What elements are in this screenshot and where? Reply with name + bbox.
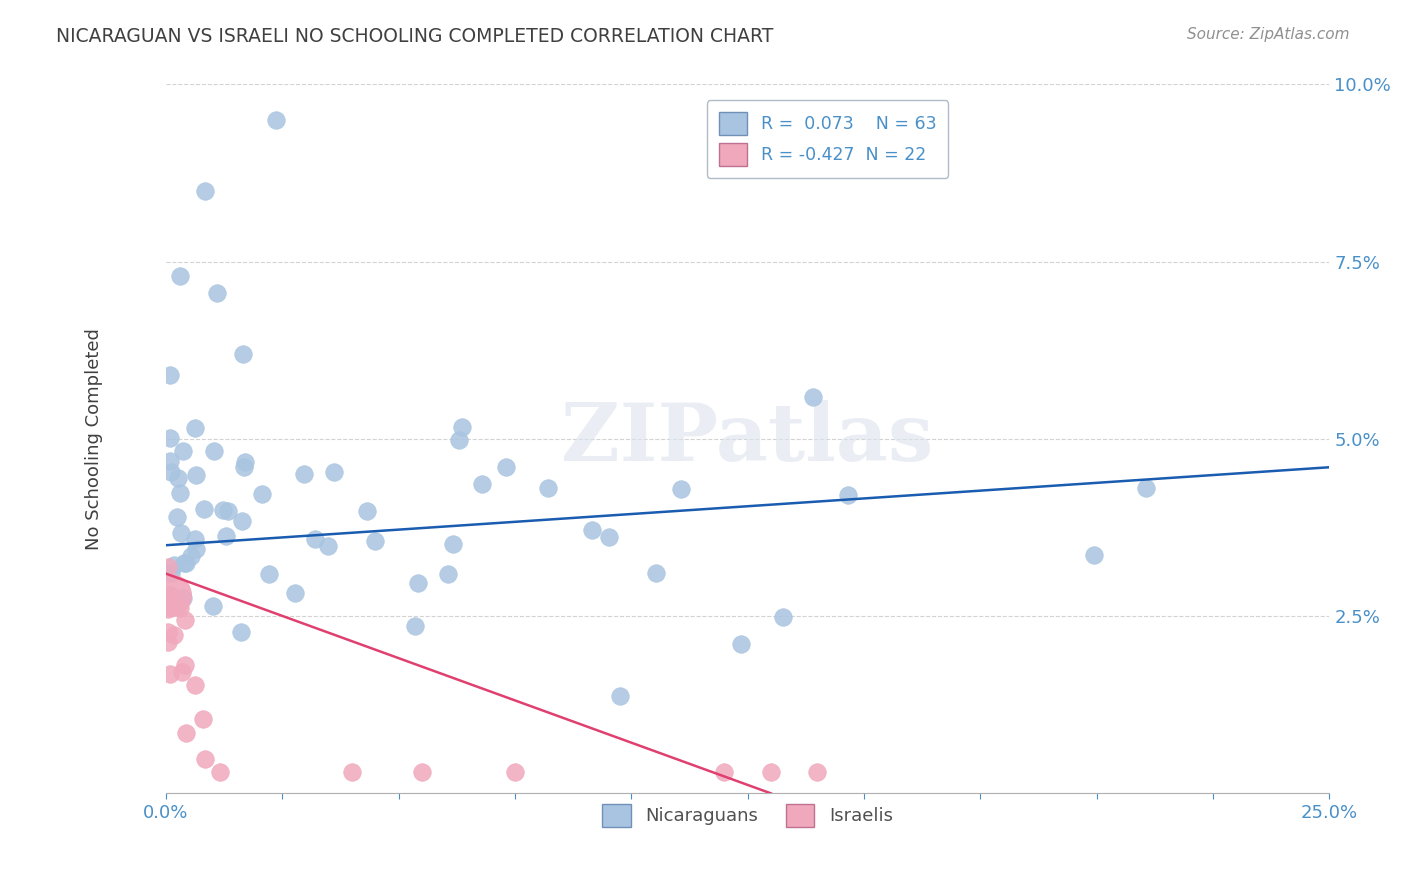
Point (411, 765, 433, 780)
Point (257, 566, 280, 581)
Point (183, 678, 205, 692)
Point (316, 540, 339, 554)
Point (186, 541, 208, 556)
Point (449, 433, 471, 447)
Point (208, 765, 231, 780)
Point (186, 467, 208, 482)
Point (451, 420, 474, 434)
Point (598, 530, 620, 544)
Point (163, 628, 186, 642)
Point (180, 549, 202, 563)
Point (536, 481, 558, 495)
Point (495, 460, 517, 475)
Point (159, 465, 181, 479)
Point (217, 504, 239, 518)
Point (323, 465, 346, 479)
Point (364, 534, 387, 549)
Point (193, 502, 215, 516)
Point (772, 609, 794, 624)
Point (194, 184, 217, 198)
Point (304, 532, 326, 546)
Point (172, 444, 194, 458)
Point (669, 482, 692, 496)
Point (406, 575, 429, 590)
Point (284, 586, 307, 600)
Point (174, 557, 197, 571)
Point (806, 765, 828, 780)
Point (184, 421, 207, 435)
Point (233, 459, 256, 474)
Point (801, 390, 824, 404)
Point (174, 726, 197, 740)
Point (163, 558, 186, 573)
Point (404, 619, 426, 633)
Point (157, 560, 180, 574)
Point (169, 486, 191, 500)
Point (215, 529, 238, 543)
Point (166, 509, 188, 524)
Point (609, 689, 631, 703)
Point (356, 504, 378, 518)
Point (470, 477, 492, 491)
Point (503, 765, 526, 780)
Point (264, 112, 287, 127)
Point (157, 635, 180, 649)
Point (233, 455, 256, 469)
Point (169, 268, 191, 283)
Text: ZIPatlas: ZIPatlas (561, 400, 934, 478)
Point (159, 431, 181, 445)
Point (160, 566, 183, 581)
Point (340, 765, 363, 780)
Point (581, 523, 603, 537)
Point (159, 588, 181, 602)
Point (645, 566, 668, 580)
Point (167, 471, 190, 485)
Point (202, 599, 225, 614)
Point (159, 667, 181, 681)
Y-axis label: No Schooling Completed: No Schooling Completed (86, 328, 103, 549)
Point (212, 503, 235, 517)
Point (170, 665, 193, 680)
Point (229, 624, 252, 639)
Point (159, 368, 181, 383)
Point (174, 658, 197, 673)
Point (252, 487, 274, 501)
Point (194, 752, 217, 766)
Point (170, 526, 193, 541)
Point (169, 600, 191, 615)
Point (1135, 481, 1157, 495)
Point (437, 567, 460, 582)
Point (159, 588, 181, 602)
Point (202, 443, 225, 458)
Point (183, 533, 205, 547)
Point (292, 467, 315, 482)
Point (1083, 548, 1105, 562)
Point (759, 765, 782, 780)
Point (730, 637, 752, 651)
Point (232, 347, 254, 361)
Point (172, 591, 194, 606)
Point (173, 613, 195, 627)
Point (231, 515, 253, 529)
Point (157, 625, 180, 640)
Point (173, 556, 195, 570)
Point (159, 454, 181, 468)
Point (713, 765, 735, 780)
Point (157, 601, 180, 615)
Point (837, 488, 859, 502)
Point (191, 712, 214, 726)
Text: NICARAGUAN VS ISRAELI NO SCHOOLING COMPLETED CORRELATION CHART: NICARAGUAN VS ISRAELI NO SCHOOLING COMPL… (56, 27, 773, 45)
Legend: Nicaraguans, Israelis: Nicaraguans, Israelis (595, 797, 900, 834)
Point (205, 286, 228, 301)
Text: Source: ZipAtlas.com: Source: ZipAtlas.com (1187, 27, 1350, 42)
Point (441, 537, 464, 551)
